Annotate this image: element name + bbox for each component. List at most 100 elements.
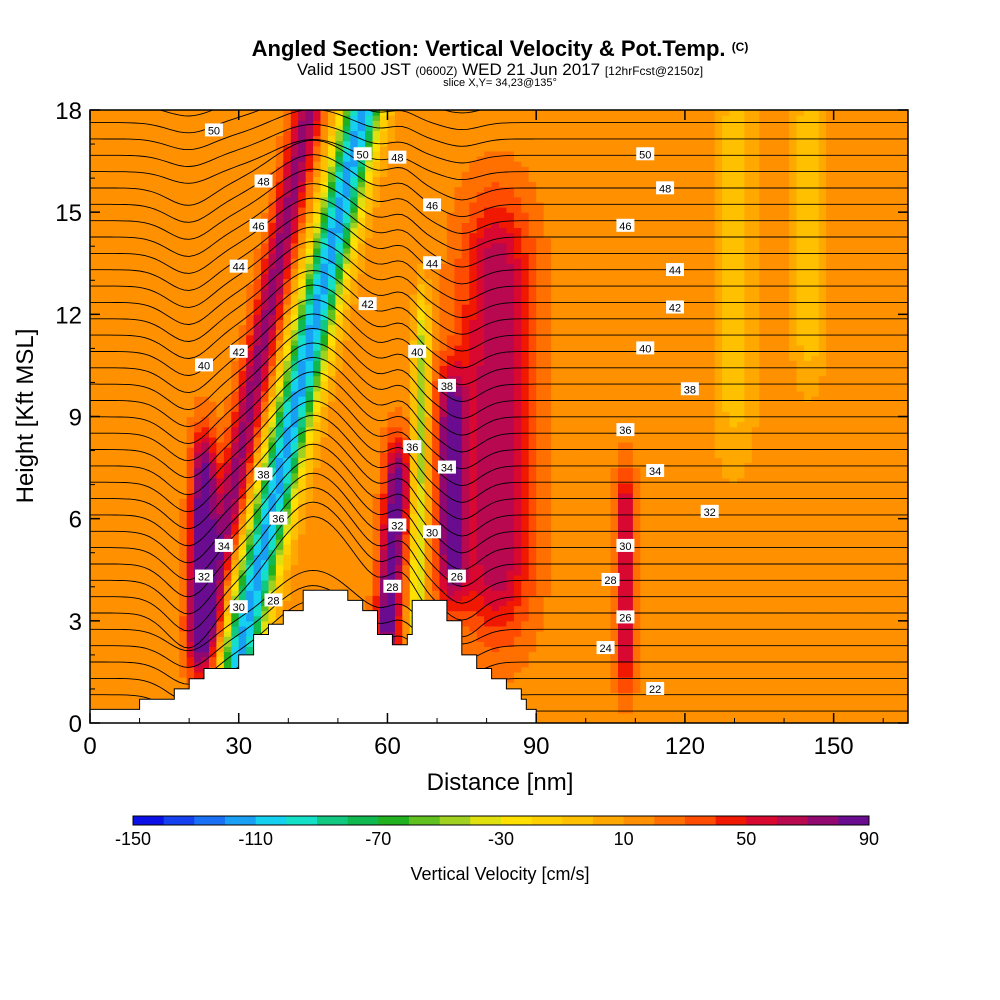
- velocity-cell: [305, 176, 314, 183]
- velocity-cell: [231, 431, 240, 438]
- velocity-cell: [104, 692, 113, 699]
- velocity-cell: [104, 370, 113, 377]
- velocity-cell: [253, 544, 262, 550]
- velocity-cell: [119, 125, 128, 131]
- velocity-cell: [231, 319, 240, 326]
- velocity-cell: [261, 242, 269, 249]
- velocity-cell: [328, 436, 336, 443]
- velocity-cell: [119, 268, 128, 275]
- velocity-cell: [164, 457, 173, 464]
- velocity-cell: [201, 334, 210, 341]
- velocity-cell: [350, 574, 359, 581]
- velocity-cell: [298, 508, 307, 515]
- velocity-cell: [142, 314, 151, 320]
- velocity-cell: [231, 406, 240, 412]
- velocity-cell: [328, 401, 336, 407]
- velocity-cell: [261, 539, 269, 545]
- velocity-cell: [320, 564, 329, 571]
- velocity-cell: [223, 595, 232, 601]
- velocity-cell: [380, 452, 388, 458]
- velocity-cell: [328, 156, 336, 162]
- velocity-cell: [268, 569, 277, 576]
- chart-title-tag: (C): [731, 40, 749, 54]
- velocity-cell: [142, 534, 151, 540]
- velocity-cell: [387, 115, 396, 121]
- velocity-cell: [134, 523, 143, 530]
- valid-date: WED 21 Jun 2017: [462, 60, 601, 79]
- velocity-cell: [104, 345, 113, 351]
- velocity-cell: [119, 472, 128, 479]
- velocity-cell: [365, 181, 374, 188]
- velocity-cell: [231, 631, 240, 637]
- velocity-cell: [253, 166, 262, 172]
- velocity-cell: [156, 242, 165, 249]
- velocity-cell: [298, 130, 307, 137]
- velocity-cell: [90, 385, 98, 392]
- velocity-cell: [194, 293, 203, 300]
- velocity-cell: [350, 539, 359, 545]
- velocity-cell: [328, 518, 336, 525]
- velocity-cell: [387, 334, 396, 341]
- velocity-cell: [156, 426, 165, 433]
- velocity-cell: [253, 406, 262, 412]
- velocity-cell: [142, 140, 151, 147]
- velocity-cell: [209, 176, 217, 183]
- velocity-cell: [261, 554, 269, 561]
- velocity-cell: [350, 426, 359, 433]
- velocity-cell: [164, 396, 173, 402]
- velocity-cell: [342, 268, 351, 275]
- velocity-cell: [90, 314, 98, 320]
- velocity-cell: [320, 156, 329, 162]
- velocity-cell: [216, 227, 225, 234]
- velocity-cell: [164, 682, 173, 688]
- velocity-cell: [223, 258, 232, 264]
- velocity-cell: [142, 431, 151, 438]
- velocity-cell: [290, 523, 299, 530]
- velocity-cell: [194, 140, 203, 147]
- velocity-cell: [298, 595, 307, 601]
- velocity-cell: [268, 416, 277, 423]
- velocity-cell: [127, 370, 136, 377]
- velocity-cell: [268, 253, 277, 259]
- velocity-cell: [90, 518, 98, 525]
- velocity-cell: [149, 345, 158, 351]
- velocity-cell: [365, 339, 374, 346]
- velocity-cell: [112, 656, 121, 663]
- velocity-cell: [231, 293, 240, 300]
- velocity-cell: [238, 452, 247, 458]
- velocity-cell: [320, 293, 329, 300]
- velocity-cell: [127, 309, 136, 315]
- velocity-cell: [164, 370, 173, 377]
- velocity-cell: [142, 391, 151, 397]
- velocity-cell: [149, 115, 158, 121]
- velocity-cell: [298, 574, 307, 581]
- velocity-cell: [156, 150, 165, 157]
- velocity-cell: [104, 299, 113, 305]
- velocity-cell: [387, 125, 396, 131]
- velocity-cell: [387, 482, 396, 489]
- velocity-cell: [387, 554, 396, 561]
- velocity-cell: [104, 166, 113, 172]
- velocity-cell: [283, 166, 292, 172]
- velocity-cell: [305, 391, 314, 397]
- velocity-cell: [179, 232, 188, 239]
- velocity-cell: [387, 488, 396, 494]
- velocity-cell: [223, 273, 232, 280]
- velocity-cell: [90, 590, 98, 596]
- velocity-cell: [119, 436, 128, 443]
- velocity-cell: [119, 534, 128, 540]
- velocity-cell: [134, 661, 143, 668]
- velocity-cell: [320, 380, 329, 387]
- velocity-cell: [119, 288, 128, 295]
- velocity-cell: [231, 140, 240, 147]
- velocity-cell: [328, 431, 336, 438]
- velocity-cell: [194, 493, 203, 499]
- velocity-cell: [156, 247, 165, 254]
- velocity-cell: [268, 304, 277, 310]
- velocity-cell: [134, 406, 143, 412]
- velocity-cell: [365, 595, 374, 601]
- velocity-cell: [223, 620, 232, 627]
- velocity-cell: [171, 314, 180, 320]
- velocity-cell: [142, 677, 151, 683]
- velocity-cell: [97, 140, 106, 147]
